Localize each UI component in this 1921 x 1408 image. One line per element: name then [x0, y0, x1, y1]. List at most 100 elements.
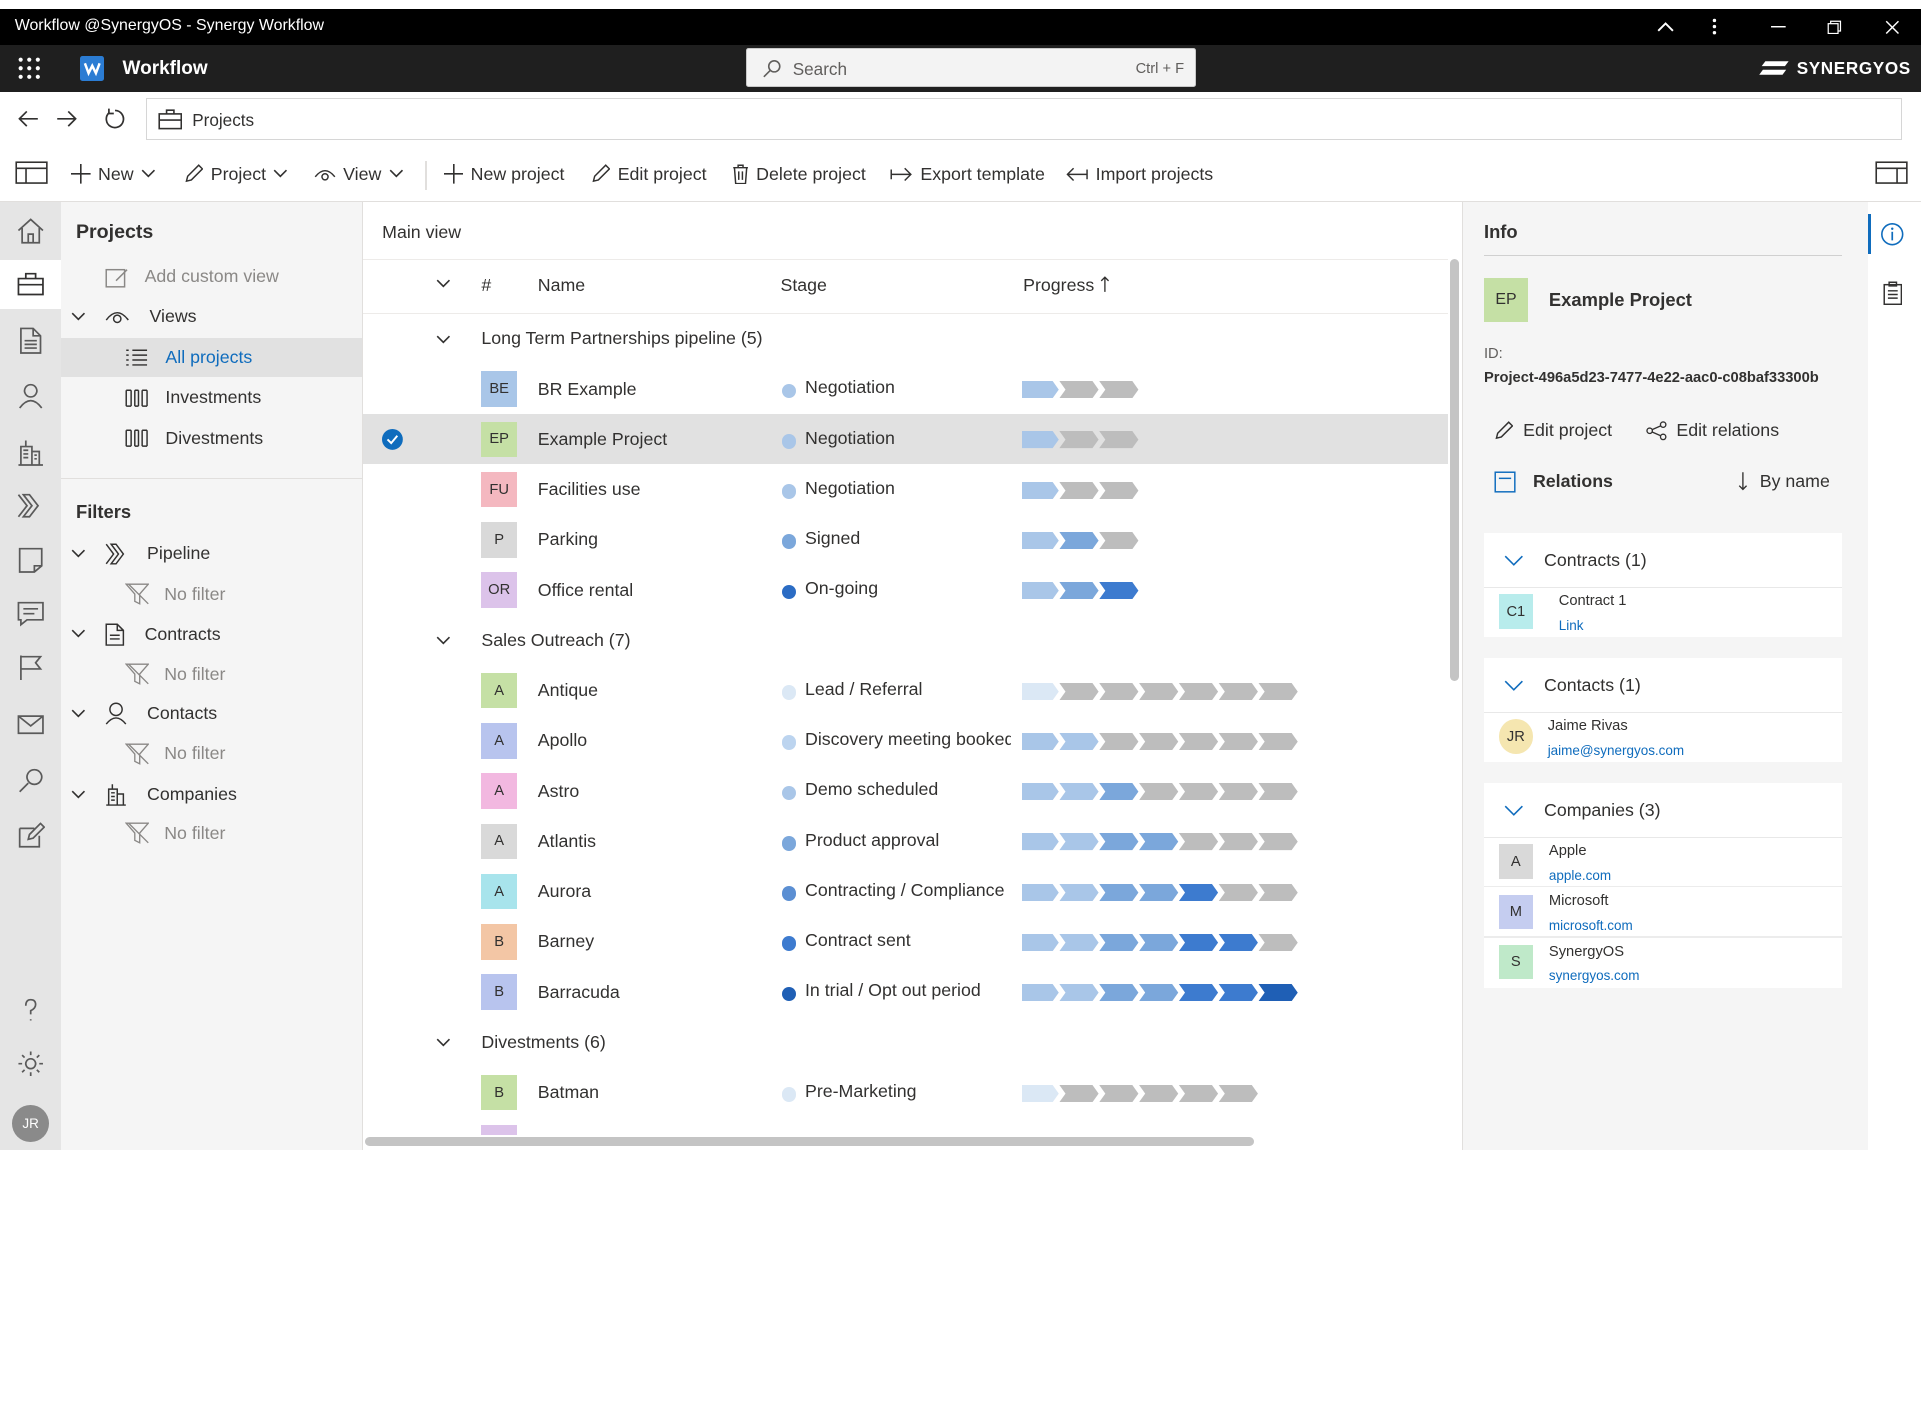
- rail-mail-icon[interactable]: [0, 700, 61, 749]
- rail-flag-icon[interactable]: [0, 643, 61, 692]
- chevron-down-icon[interactable]: [1504, 680, 1524, 692]
- table-row[interactable]: A Astro Demo scheduled: [363, 766, 1449, 816]
- rail-home-icon[interactable]: [0, 207, 61, 256]
- chevron-down-icon[interactable]: [1504, 555, 1524, 567]
- table-row[interactable]: B Batman Pre-Marketing: [363, 1067, 1449, 1117]
- address-bar[interactable]: Projects: [145, 98, 1903, 140]
- filter-contracts-toggle[interactable]: Contracts: [71, 623, 221, 646]
- views-toggle[interactable]: Views: [71, 306, 197, 327]
- relation-link[interactable]: apple.com: [1548, 867, 1612, 883]
- import-projects-button[interactable]: Import projects: [1065, 161, 1213, 188]
- table-row-partial[interactable]: [363, 1118, 1449, 1135]
- rail-settings-icon[interactable]: [0, 1039, 61, 1088]
- info-icon[interactable]: [1880, 222, 1905, 247]
- views-label: Views: [149, 306, 197, 327]
- column-header-stage[interactable]: Stage: [780, 274, 827, 295]
- back-icon[interactable]: [17, 109, 39, 129]
- filter-companies-toggle[interactable]: Companies: [71, 783, 237, 806]
- filter-companies-value[interactable]: No filter: [124, 822, 225, 845]
- column-header-name[interactable]: Name: [537, 274, 586, 295]
- horizontal-scrollbar[interactable]: [364, 1137, 1254, 1146]
- row-avatar: A: [481, 873, 517, 910]
- rail-help-icon[interactable]: [0, 987, 61, 1036]
- chevron-down-icon: [436, 335, 451, 344]
- all-projects-label: All projects: [165, 346, 253, 367]
- toggle-info-panel-icon[interactable]: [1875, 160, 1908, 184]
- rail-note-icon[interactable]: [0, 536, 61, 585]
- table-row[interactable]: B Barracuda In trial / Opt out period: [363, 967, 1449, 1017]
- filter-contracts-value[interactable]: No filter: [124, 663, 225, 685]
- toggle-nav-icon[interactable]: [15, 160, 48, 184]
- more-options-icon[interactable]: [1686, 9, 1742, 46]
- section-title[interactable]: Companies (3): [1544, 800, 1661, 821]
- close-icon[interactable]: [1864, 9, 1920, 46]
- relation-link[interactable]: jaime@synergyos.com: [1547, 742, 1685, 758]
- table-row[interactable]: A Aurora Contracting / Compliance: [363, 866, 1449, 916]
- edit-project-button[interactable]: Edit project: [591, 161, 707, 188]
- column-header-progress[interactable]: Progress: [1023, 275, 1110, 296]
- filter-contacts-toggle[interactable]: Contacts: [71, 702, 217, 725]
- vertical-scrollbar[interactable]: [1449, 258, 1460, 682]
- search-box[interactable]: Search Ctrl + F: [746, 47, 1197, 87]
- view-menu-button[interactable]: View: [314, 161, 404, 188]
- rail-briefcase-icon[interactable]: [0, 259, 62, 309]
- progress-step: [1099, 582, 1139, 600]
- collapse-icon[interactable]: [1637, 9, 1693, 46]
- rail-document-icon[interactable]: [0, 316, 61, 365]
- table-row[interactable]: A Apollo Discovery meeting booked: [363, 716, 1449, 766]
- relation-link[interactable]: microsoft.com: [1548, 917, 1633, 933]
- new-menu-button[interactable]: New: [71, 161, 156, 188]
- row-checked-icon[interactable]: [382, 428, 403, 450]
- rail-building-icon[interactable]: [0, 428, 61, 477]
- rail-pipeline-icon[interactable]: [0, 482, 61, 531]
- table-row[interactable]: A Antique Lead / Referral: [363, 665, 1449, 715]
- nav-item-divestments[interactable]: Divestments: [125, 428, 263, 449]
- project-menu-button[interactable]: Project: [184, 161, 288, 188]
- group-header[interactable]: Divestments (6): [363, 1017, 1449, 1067]
- sort-by-name-button[interactable]: By name: [1738, 471, 1830, 492]
- forward-icon[interactable]: [56, 109, 78, 129]
- table-row[interactable]: B Barney Contract sent: [363, 917, 1449, 967]
- table-row[interactable]: BE BR Example Negotiation: [363, 364, 1449, 414]
- filter-pipeline-toggle[interactable]: Pipeline: [71, 543, 210, 565]
- filter-contacts-value[interactable]: No filter: [124, 743, 225, 765]
- table-row[interactable]: FU Facilities use Negotiation: [363, 464, 1449, 514]
- nav-item-investments[interactable]: Investments: [125, 387, 261, 408]
- section-title[interactable]: Contacts (1): [1544, 675, 1641, 696]
- delete-project-label: Delete project: [756, 163, 866, 184]
- section-title[interactable]: Contracts (1): [1544, 550, 1647, 571]
- app-launcher-icon[interactable]: [17, 56, 42, 81]
- progress-step: [1099, 833, 1139, 851]
- restore-icon[interactable]: [1807, 9, 1863, 46]
- table-row[interactable]: A Atlantis Product approval: [363, 816, 1449, 866]
- nav-item-all-projects[interactable]: All projects: [125, 347, 252, 368]
- column-header-number[interactable]: #: [481, 274, 492, 295]
- new-project-button[interactable]: New project: [443, 161, 564, 188]
- rail-edit-icon[interactable]: [0, 811, 61, 860]
- sort-down-icon: [1738, 472, 1747, 491]
- minimize-icon[interactable]: [1750, 9, 1806, 46]
- table-row[interactable]: EP Example Project Negotiation: [362, 414, 1449, 465]
- filter-pipeline-value[interactable]: No filter: [124, 583, 225, 606]
- chevron-down-icon: [389, 169, 403, 178]
- table-row[interactable]: OR Office rental On-going: [363, 565, 1449, 615]
- delete-project-button[interactable]: Delete project: [732, 161, 866, 188]
- export-template-button[interactable]: Export template: [890, 161, 1045, 188]
- info-edit-project-button[interactable]: Edit project: [1494, 420, 1612, 441]
- collapse-all-icon[interactable]: [436, 279, 451, 289]
- user-avatar[interactable]: JR: [12, 1105, 50, 1143]
- rail-person-icon[interactable]: [0, 371, 61, 420]
- clipboard-icon[interactable]: [1883, 281, 1903, 306]
- group-header[interactable]: Long Term Partnerships pipeline (5): [363, 314, 1449, 364]
- relation-link[interactable]: synergyos.com: [1548, 968, 1640, 984]
- rail-chat-icon[interactable]: [0, 590, 61, 639]
- progress-step: [1099, 682, 1139, 700]
- relation-link[interactable]: Link: [1558, 617, 1584, 633]
- add-custom-view-button[interactable]: Add custom view: [105, 266, 279, 288]
- rail-search-icon[interactable]: [0, 756, 61, 805]
- chevron-down-icon[interactable]: [1504, 805, 1524, 817]
- refresh-icon[interactable]: [104, 108, 126, 130]
- table-row[interactable]: P Parking Signed: [363, 515, 1449, 565]
- edit-relations-button[interactable]: Edit relations: [1646, 420, 1779, 441]
- group-header[interactable]: Sales Outreach (7): [363, 615, 1449, 665]
